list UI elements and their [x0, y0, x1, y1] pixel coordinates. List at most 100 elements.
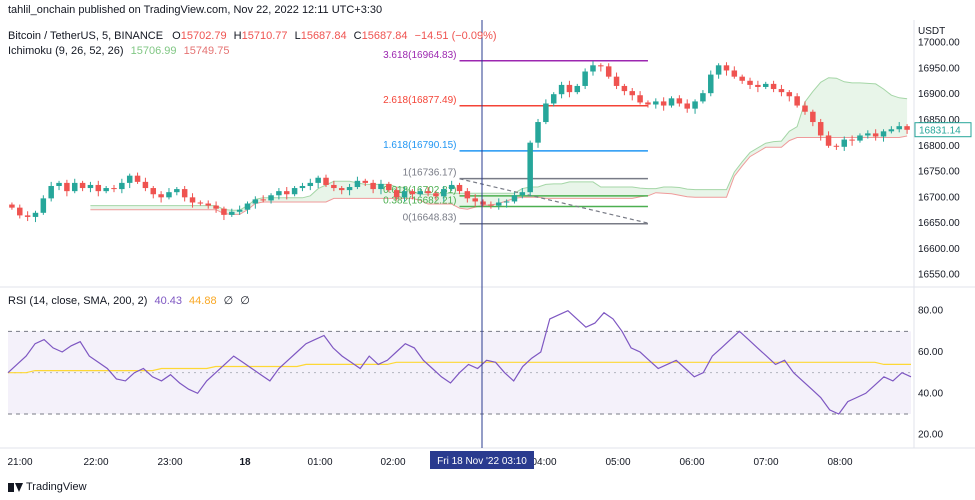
price-tick-label: 16750.00 [918, 167, 960, 178]
candle-body [87, 184, 94, 189]
fib-level-label: 2.618(16877.49) [383, 95, 456, 106]
candle-body [229, 211, 235, 215]
candle-body [857, 135, 863, 141]
candle-body [103, 188, 109, 192]
candle-body [166, 192, 172, 198]
candle-body [700, 93, 706, 102]
candle-body [244, 203, 251, 210]
candle-body [770, 83, 777, 90]
symbol-title[interactable]: Bitcoin / TetherUS, 5, BINANCE [8, 30, 164, 42]
candle-body [849, 139, 855, 141]
candle-body [213, 205, 219, 209]
candle-body [833, 145, 840, 147]
candle-body [660, 101, 667, 106]
time-tick-label: 08:00 [827, 457, 852, 468]
rsi-legend[interactable]: RSI (14, close, SMA, 200, 2) 40.43 44.88… [8, 294, 250, 307]
time-tick-label: 21:00 [7, 457, 32, 468]
candle-body [252, 199, 259, 204]
candle-body [378, 183, 384, 190]
candle-body [653, 101, 659, 105]
change-value: −14.51 (−0.09%) [414, 30, 497, 42]
candle-body [692, 101, 698, 109]
candle-body [9, 204, 15, 208]
brand-label: TradingView [26, 481, 87, 493]
candle-body [825, 135, 832, 146]
candle-body [496, 202, 502, 206]
time-tick-label: 06:00 [679, 457, 704, 468]
time-tick-label: 23:00 [157, 457, 182, 468]
trend-line [459, 178, 649, 224]
candle-body [802, 105, 808, 112]
fib-level-label: 3.618(16964.83) [383, 50, 456, 61]
rsi-label: RSI (14, close, SMA, 200, 2) [8, 295, 148, 307]
candle-body [550, 94, 557, 104]
time-tick-label: 01:00 [307, 457, 332, 468]
crosshair-time-badge [430, 451, 534, 469]
price-tick-label: 16850.00 [918, 115, 960, 126]
candle-body [401, 191, 408, 198]
candle-body [64, 182, 70, 192]
candle-body [676, 98, 683, 104]
candle-body [731, 70, 738, 77]
candle-body [755, 84, 761, 87]
candle-body [841, 139, 848, 147]
candle-body [221, 208, 227, 215]
candle-body [315, 177, 321, 183]
candle-body [276, 191, 282, 196]
candle-body [810, 111, 816, 123]
candle-body [71, 182, 78, 192]
candle-body [472, 198, 478, 202]
candle-body [865, 133, 871, 136]
ichimoku-legend[interactable]: Ichimoku (9, 26, 52, 26) 15706.99 15749.… [8, 45, 229, 57]
candle-body [778, 89, 785, 93]
price-tick-label: 16600.00 [918, 244, 960, 255]
last-price-value: 16831.14 [919, 126, 961, 137]
time-tick-label: 22:00 [83, 457, 108, 468]
fib-level-label: 0(16648.83) [403, 213, 457, 224]
high-value: 15710.77 [241, 30, 288, 42]
time-tick-label: 05:00 [605, 457, 630, 468]
tradingview-brand[interactable]: TradingView [8, 481, 87, 493]
rsi-ma-line [8, 361, 911, 374]
candle-body [574, 85, 581, 93]
candle-body [95, 184, 102, 192]
rsi-tick-label: 80.00 [918, 306, 943, 317]
candle-body [613, 76, 620, 86]
candle-body [260, 199, 266, 201]
candle-body [480, 201, 486, 205]
candle-body [268, 195, 274, 201]
candle-body [197, 202, 204, 204]
candle-body [142, 181, 149, 189]
candle-body [205, 203, 211, 206]
candle-body [32, 212, 39, 217]
candle-body [40, 198, 47, 213]
candle-body [323, 177, 329, 185]
candle-body [488, 204, 494, 206]
candle-body [56, 182, 62, 186]
candle-body [747, 80, 753, 85]
price-tick-label: 16700.00 [918, 192, 960, 203]
candle-body [338, 188, 345, 191]
candle-body [24, 215, 31, 217]
ichimoku-value-1: 15706.99 [130, 45, 177, 57]
low-value: 15687.84 [300, 30, 347, 42]
rsi-value: 40.43 [154, 295, 182, 307]
candle-body [307, 182, 314, 186]
candle-body [535, 122, 541, 143]
rsi-tick-label: 40.00 [918, 388, 943, 399]
fib-level-label: 0.382(16682.21) [383, 196, 456, 207]
candle-body [762, 83, 769, 87]
candle-body [299, 185, 306, 189]
candle-body [111, 188, 117, 190]
symbol-legend: Bitcoin / TetherUS, 5, BINANCE O15702.79… [8, 30, 497, 42]
candle-body [284, 191, 290, 195]
rsi-ma-value: 44.88 [189, 295, 217, 307]
candle-body [684, 103, 690, 109]
time-tick-label: 02:00 [380, 457, 405, 468]
price-tick-label: 16650.00 [918, 218, 960, 229]
candle-body [441, 189, 447, 197]
candle-body [346, 187, 353, 191]
candle-body [880, 131, 887, 137]
candle-body [605, 66, 612, 77]
time-tick-label: 07:00 [753, 457, 778, 468]
